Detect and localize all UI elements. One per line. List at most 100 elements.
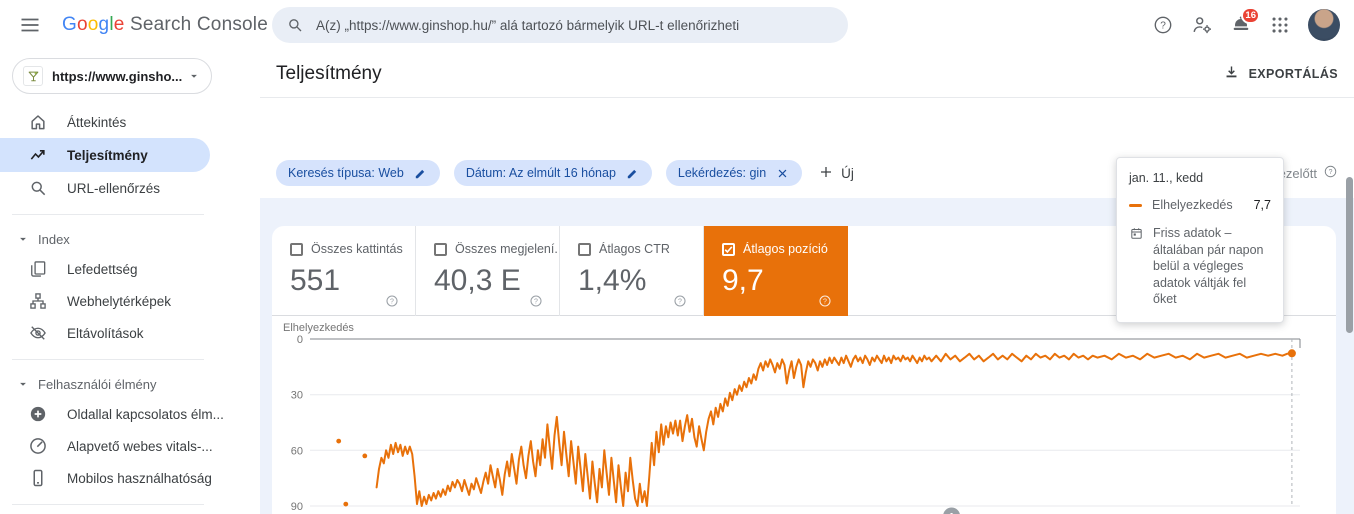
svg-text:?: ? [678, 299, 682, 306]
sidebar-item-label: Teljesítmény [67, 147, 148, 163]
filter-chip[interactable]: Lekérdezés: gin [665, 160, 803, 186]
metric-label: Átlagos pozíció [743, 242, 828, 256]
sidebar-item-label: Webhelytérképek [67, 293, 172, 309]
download-icon [1223, 64, 1240, 84]
sidebar-item-label: Oldallal kapcsolatos élm... [67, 406, 224, 422]
filter-chip[interactable]: Dátum: Az elmúlt 16 hónap [453, 160, 652, 186]
sidebar-item-sitemaps[interactable]: Webhelytérképek [0, 285, 210, 317]
new-filter-button[interactable]: Új [818, 164, 854, 183]
metric-header: Átlagos CTR [578, 242, 703, 256]
section-label: Index [38, 231, 70, 247]
core-web-vitals-icon [28, 436, 48, 456]
svg-text:90: 90 [291, 501, 303, 513]
tooltip-note-text: Friss adatok – általában pár napon belül… [1153, 226, 1264, 306]
tooltip-series-value: 7,7 [1253, 198, 1271, 212]
sidebar-item-removals[interactable]: Eltávolítások [0, 317, 210, 349]
sidebar-item-page-experience[interactable]: Oldallal kapcsolatos élm... [0, 398, 224, 430]
metric-tile-average-ctr[interactable]: Átlagos CTR 1,4% ? [560, 226, 704, 316]
tooltip-fresh-data-note: Friss adatok – általában pár napon belül… [1129, 225, 1271, 308]
position-line-chart[interactable]: 03060902020. 11. 25.2020. 12. 29.2021. 0… [272, 316, 1336, 514]
property-favicon-icon [23, 66, 43, 86]
page-title: Teljesítmény [276, 62, 382, 84]
sidebar-divider [12, 504, 204, 505]
filter-chip-label: Lekérdezés: gin [677, 166, 767, 180]
edit-pencil-icon[interactable] [413, 166, 428, 181]
metric-tile-total-impressions[interactable]: Összes megjelení... 40,3 E ? [416, 226, 560, 316]
sidebar-section-experience[interactable]: Felhasználói élmény [0, 370, 260, 398]
metric-header: Összes megjelení... [434, 242, 559, 256]
svg-text:30: 30 [291, 390, 303, 402]
chart-y-axis-title: Elhelyezkedés [283, 322, 354, 334]
notification-count-badge: 16 [1241, 7, 1260, 24]
metric-help-icon[interactable]: ? [529, 294, 543, 308]
metric-help-icon[interactable]: ? [673, 294, 687, 308]
metric-value: 40,3 E [434, 264, 521, 297]
annotation-badge[interactable]: 1 [943, 507, 960, 514]
sidebar-item-label: Lefedettség [67, 261, 138, 277]
chevron-down-icon [187, 69, 201, 83]
checkbox-unchecked-icon[interactable] [434, 242, 447, 256]
metric-value: 551 [290, 264, 341, 297]
property-selector[interactable]: https://www.ginsho... [12, 58, 212, 94]
svg-text:?: ? [1329, 169, 1333, 176]
scrollbar-thumb[interactable] [1346, 177, 1353, 333]
url-inspection-searchbar[interactable] [272, 7, 848, 43]
filter-chip[interactable]: Keresés típusa: Web [276, 160, 440, 186]
account-avatar[interactable] [1308, 9, 1340, 41]
sidebar-item-mobile-usability[interactable]: Mobilos használhatóság [0, 462, 212, 494]
google-apps-grid-icon[interactable] [1269, 14, 1291, 36]
sitemaps-icon [28, 291, 48, 311]
search-icon [286, 16, 304, 34]
hover-point-marker [1287, 349, 1296, 358]
topbar-actions: ? 16 [1152, 0, 1346, 50]
export-button[interactable]: EXPORTÁLÁS [1223, 64, 1338, 84]
sidebar-item-overview[interactable]: Áttekintés [0, 106, 210, 138]
main-menu-icon[interactable] [18, 13, 42, 37]
svg-text:60: 60 [291, 445, 303, 457]
url-inspection-icon [28, 178, 48, 198]
coverage-icon [28, 259, 48, 279]
export-label: EXPORTÁLÁS [1248, 66, 1338, 81]
app-logo: Google Search Console [62, 14, 268, 36]
calendar-icon [1131, 228, 1142, 239]
sidebar-item-performance[interactable]: Teljesítmény [0, 138, 210, 172]
checkbox-checked-icon[interactable] [722, 242, 735, 256]
metric-tile-average-position[interactable]: Átlagos pozíció 9,7 ? [704, 226, 848, 316]
tooltip-date: jan. 11., kedd [1129, 171, 1204, 185]
svg-text:0: 0 [297, 334, 303, 346]
user-settings-icon[interactable] [1191, 14, 1213, 36]
sidebar-item-coverage[interactable]: Lefedettség [0, 253, 210, 285]
removals-icon [28, 323, 48, 343]
edit-pencil-icon[interactable] [625, 166, 640, 181]
sidebar: https://www.ginsho... Áttekintés Teljesí… [0, 50, 260, 514]
sidebar-item-url-inspection[interactable]: URL-ellenőrzés [0, 172, 210, 204]
metric-value: 1,4% [578, 264, 647, 297]
series-color-swatch [1129, 203, 1142, 207]
metric-help-icon[interactable]: ? [385, 294, 399, 308]
checkbox-unchecked-icon[interactable] [578, 242, 591, 256]
page-experience-icon [28, 404, 48, 424]
tooltip-series-name: Elhelyezkedés [1152, 198, 1233, 212]
google-logo: Google [62, 14, 125, 35]
metric-tile-total-clicks[interactable]: Összes kattintás 551 ? [272, 226, 416, 316]
help-icon[interactable]: ? [1152, 14, 1174, 36]
new-filter-label: Új [841, 165, 854, 181]
topbar: Google Search Console ? 16 [0, 0, 1354, 50]
plus-icon [818, 164, 834, 183]
sidebar-divider [12, 214, 204, 215]
checkbox-unchecked-icon[interactable] [290, 242, 303, 256]
filter-chip-label: Keresés típusa: Web [288, 166, 404, 180]
remove-filter-icon[interactable] [775, 166, 790, 181]
sidebar-section-index[interactable]: Index [0, 225, 260, 253]
info-help-icon[interactable]: ? [1323, 164, 1338, 182]
metric-value: 9,7 [722, 264, 764, 297]
property-url-label: https://www.ginsho... [52, 68, 183, 84]
notifications-bell-icon[interactable]: 16 [1230, 7, 1260, 36]
sidebar-item-label: URL-ellenőrzés [67, 180, 161, 196]
home-icon [28, 112, 48, 132]
chart-tooltip: jan. 11., kedd Elhelyezkedés 7,7 Friss a… [1116, 157, 1284, 323]
sidebar-item-core-web-vitals[interactable]: Alapvető webes vitals-... [0, 430, 213, 462]
url-inspection-input[interactable] [316, 17, 834, 33]
tooltip-series-row: Elhelyezkedés 7,7 [1129, 198, 1271, 212]
metric-help-icon[interactable]: ? [818, 294, 832, 308]
